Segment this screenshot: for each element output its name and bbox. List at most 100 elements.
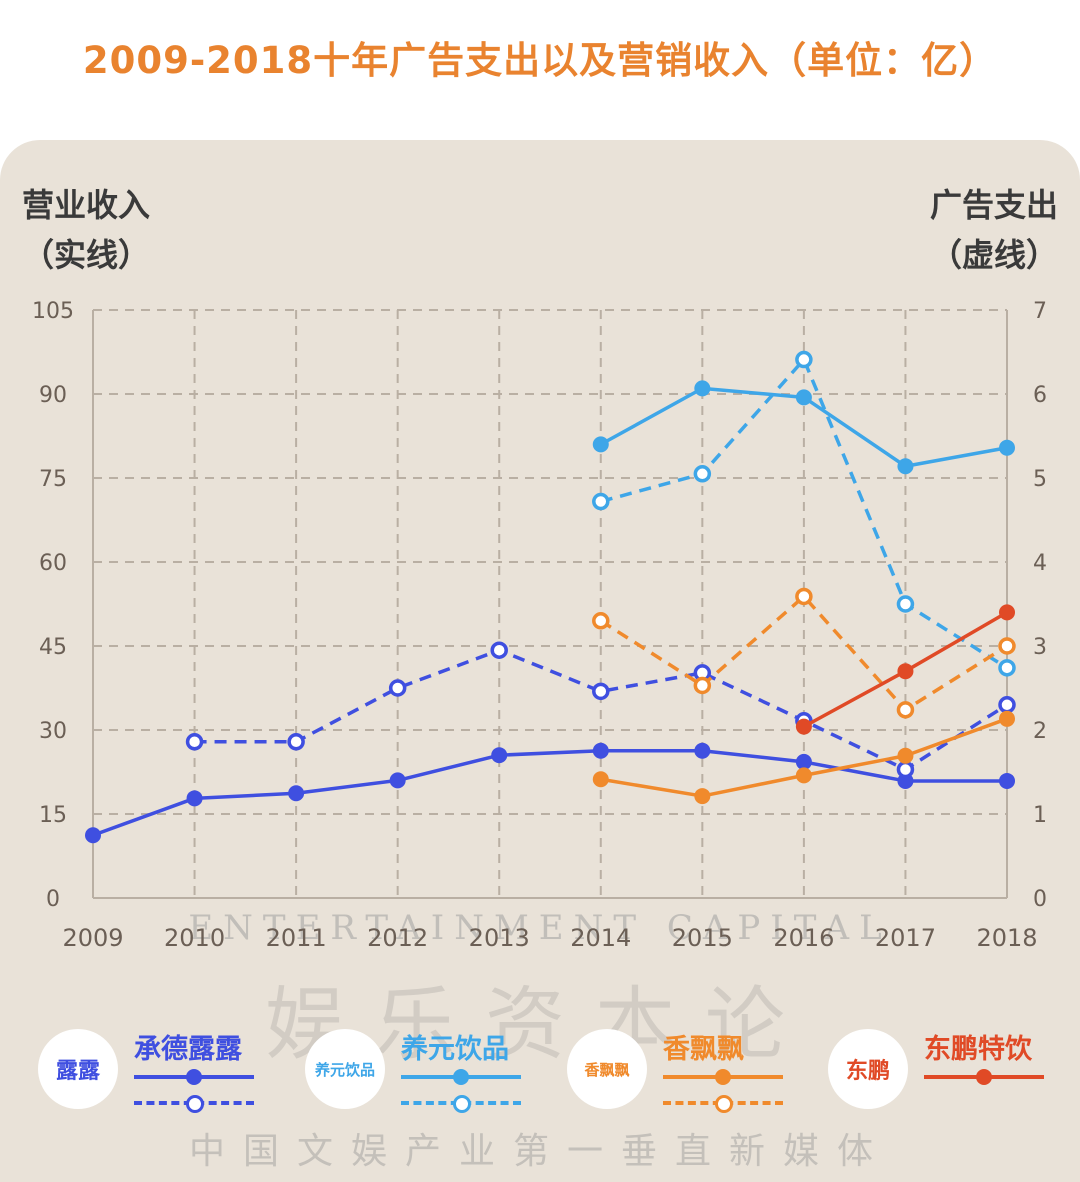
legend-label: 东鹏特饮 [924, 1034, 1032, 1065]
data-point-solid [694, 742, 711, 759]
left-y-tick-label: 90 [39, 383, 67, 408]
data-point-hollow [998, 696, 1016, 714]
left-axis-title-line1: 营业收入 [22, 186, 151, 224]
legend-solid-marker [715, 1069, 731, 1085]
data-point-solid [592, 771, 609, 788]
data-point-solid [999, 710, 1015, 727]
data-point-hollow [896, 701, 915, 719]
x-tick-label: 2009 [62, 924, 123, 952]
left-axis-title-line2: （实线） [22, 236, 151, 274]
left-axis-title: 营业收入 （实线） [22, 180, 150, 280]
legend-solid-marker [976, 1069, 992, 1085]
series-line-dashed [194, 648, 1008, 772]
data-point-solid [592, 436, 609, 453]
legend-dashed-line [401, 1095, 521, 1113]
chart-panel [0, 140, 1080, 1182]
data-point-solid [999, 772, 1015, 789]
data-point-hollow [693, 676, 712, 695]
right-axis-title-line2: （虚线） [929, 236, 1058, 274]
data-point-hollow [287, 733, 305, 751]
legend-dashed-marker [715, 1095, 733, 1113]
series-line-solid [92, 748, 1007, 837]
x-tick-label: 2012 [367, 924, 428, 952]
left-y-tick-label: 45 [39, 635, 67, 660]
data-point-hollow [592, 612, 610, 630]
data-point-solid [795, 753, 812, 770]
brand-logo-text: 东鹏 [845, 1059, 890, 1084]
data-point-solid [288, 785, 305, 802]
right-y-tick-label: 0 [1033, 887, 1047, 912]
legend-dashed-line [663, 1095, 783, 1113]
x-tick-label: 2013 [469, 924, 530, 952]
data-point-solid [999, 439, 1015, 456]
legend-solid-line [401, 1069, 521, 1085]
data-point-solid [694, 380, 711, 397]
legend-label: 承德露露 [134, 1034, 242, 1065]
x-tick-label: 2016 [773, 924, 834, 952]
data-point-hollow [795, 350, 813, 369]
left-y-tick-label: 30 [39, 719, 67, 744]
legend-label: 香飘飘 [663, 1034, 744, 1065]
right-axis-title-line1: 广告支出 [929, 186, 1058, 224]
legend-label: 养元饮品 [401, 1034, 509, 1065]
left-y-tick-label: 60 [39, 551, 67, 576]
data-point-solid [389, 772, 406, 789]
data-point-hollow [998, 637, 1016, 655]
data-point-hollow [388, 679, 407, 697]
legend-solid-marker [453, 1069, 469, 1085]
legend-dashed-marker [453, 1095, 471, 1113]
series-line-dashed [599, 594, 1008, 712]
data-point-hollow [693, 465, 712, 483]
data-point-hollow [896, 760, 915, 779]
series-line-dashed [600, 357, 1008, 670]
data-point-hollow [490, 641, 508, 659]
legend-dashed-marker [186, 1095, 204, 1113]
brand-logo: 养元饮品 [305, 1029, 385, 1109]
left-y-tick-label: 0 [46, 887, 60, 912]
data-point-hollow [998, 659, 1016, 677]
data-point-solid [795, 718, 812, 735]
right-y-tick-label: 7 [1033, 299, 1047, 324]
right-axis-title: 广告支出 （虚线） [930, 180, 1058, 280]
watermark-chinese-slogan: 中国文娱产业第一垂直新媒体 [188, 1131, 891, 1172]
x-tick-label: 2010 [164, 924, 225, 952]
data-point-hollow [185, 733, 204, 751]
right-y-tick-label: 2 [1033, 719, 1047, 744]
right-y-tick-label: 1 [1033, 803, 1047, 828]
legend-solid-line [134, 1069, 254, 1085]
data-point-hollow [795, 587, 813, 606]
brand-logo-text: 养元饮品 [314, 1060, 375, 1079]
right-y-tick-label: 5 [1033, 467, 1047, 492]
data-point-solid [795, 767, 812, 784]
data-point-solid [491, 747, 508, 764]
data-point-hollow [592, 492, 610, 511]
x-tick-label: 2015 [672, 924, 733, 952]
right-y-tick-label: 6 [1033, 383, 1047, 408]
data-point-solid [795, 389, 812, 406]
x-tick-label: 2011 [266, 924, 327, 952]
left-y-tick-label: 75 [39, 467, 67, 492]
legend-solid-line [663, 1069, 783, 1085]
legend-solid-marker [186, 1069, 202, 1085]
data-point-solid [897, 747, 914, 764]
brand-logo-text: 香飘飘 [584, 1060, 630, 1079]
data-point-solid [592, 742, 609, 759]
legend-solid-line [924, 1069, 1044, 1085]
brand-logo: 香飘飘 [567, 1029, 647, 1109]
data-point-hollow [592, 682, 610, 701]
chart-title: 2009-2018十年广告支出以及营销收入（单位：亿） [82, 39, 998, 82]
right-y-tick-label: 4 [1033, 551, 1047, 576]
data-point-solid [897, 663, 914, 680]
x-tick-label: 2018 [976, 924, 1037, 952]
brand-logo: 东鹏 [828, 1029, 908, 1109]
right-y-tick-label: 3 [1033, 635, 1047, 660]
data-point-solid [694, 788, 711, 805]
left-y-tick-label: 15 [39, 803, 67, 828]
data-point-solid [85, 827, 101, 844]
x-tick-label: 2014 [570, 924, 631, 952]
legend-dashed-line [134, 1095, 254, 1113]
brand-logo-text: 露露 [55, 1059, 100, 1084]
data-point-solid [897, 458, 914, 475]
x-tick-label: 2017 [875, 924, 936, 952]
